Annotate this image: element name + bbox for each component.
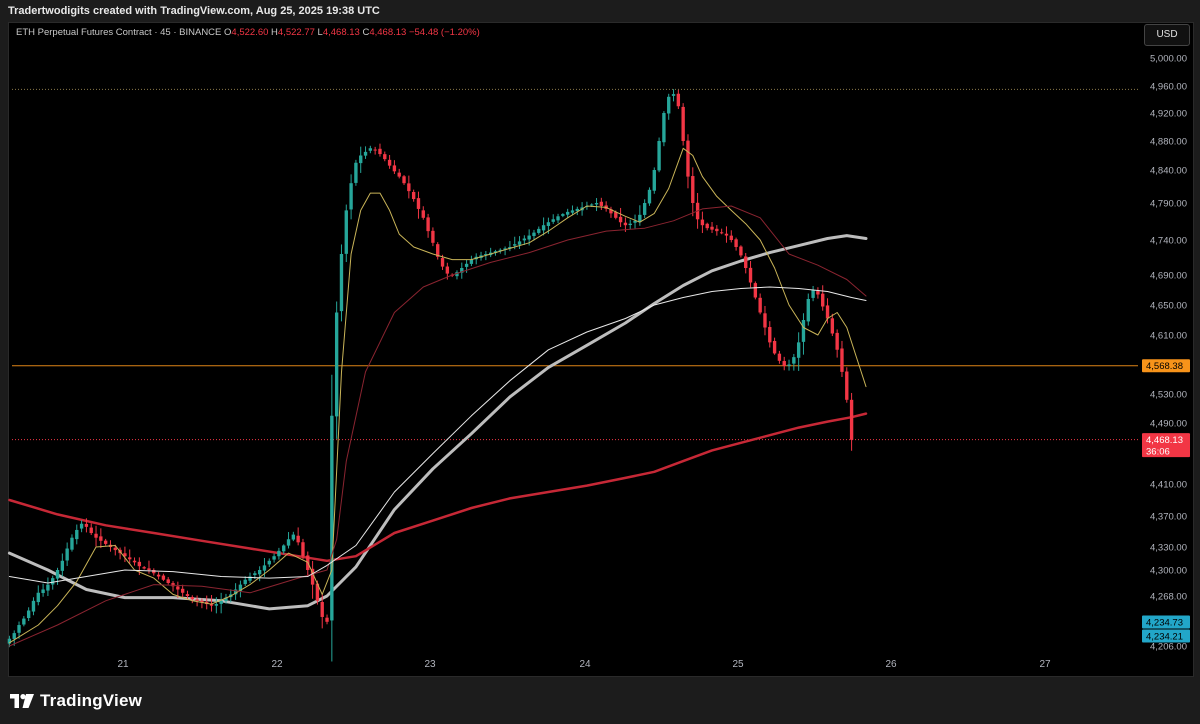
tradingview-logo: TradingView xyxy=(10,689,142,713)
chart-frame[interactable] xyxy=(8,22,1194,677)
high-label: H xyxy=(271,27,278,38)
attribution-text: Tradertwodigits created with TradingView… xyxy=(8,5,380,17)
high-value: 4,522.77 xyxy=(277,27,315,38)
tradingview-logo-icon xyxy=(10,694,34,708)
close-label: C xyxy=(362,27,370,38)
open-label: O xyxy=(224,27,232,38)
change-value: −54.48 (−1.20%) xyxy=(408,27,480,38)
chart-legend: ETH Perpetual Futures Contract · 45 · BI… xyxy=(16,27,480,38)
footer xyxy=(0,677,1200,724)
low-value: 4,468.13 xyxy=(322,27,360,38)
close-value: 4,468.13 xyxy=(369,27,407,38)
currency-button[interactable]: USD xyxy=(1144,24,1190,46)
open-value: 4,522.60 xyxy=(231,27,269,38)
brand-name: TradingView xyxy=(40,691,143,710)
symbol-label: ETH Perpetual Futures Contract · 45 · BI… xyxy=(16,27,222,38)
low-label: L xyxy=(317,27,323,38)
